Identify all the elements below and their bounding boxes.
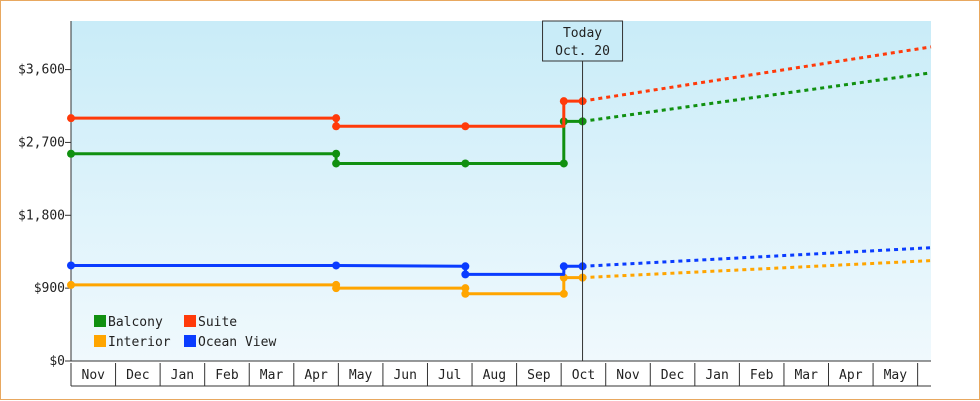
month-label: Dec — [126, 368, 149, 383]
plot-area — [71, 21, 931, 361]
month-label: Mar — [260, 368, 284, 383]
y-axis: $0 $900 $1,800 $2,700 $3,600 — [18, 21, 72, 369]
month-label: Jan — [171, 368, 194, 383]
data-point-balcony — [67, 149, 75, 158]
legend-swatch-interior — [94, 335, 106, 347]
data-point-interior — [559, 289, 568, 298]
y-tick-label: $1,800 — [18, 208, 65, 223]
data-point-balcony — [332, 149, 341, 158]
y-tick-label: $2,700 — [18, 135, 65, 150]
legend-label-ocean-view: Ocean View — [198, 335, 276, 350]
series-interior — [67, 259, 932, 298]
today-box — [542, 20, 624, 62]
data-point-ocean-view — [461, 262, 470, 271]
data-point-suite — [67, 114, 75, 123]
legend-label-balcony: Balcony — [108, 315, 163, 330]
legend-swatch-suite — [184, 315, 196, 327]
data-point-interior — [67, 280, 75, 289]
y-tick-label: $0 — [49, 354, 65, 369]
data-point-ocean-view — [67, 261, 75, 270]
month-label: Feb — [750, 368, 774, 383]
month-label: Aug — [483, 368, 506, 383]
month-label: Jul — [438, 368, 461, 383]
month-label: Dec — [661, 368, 684, 383]
month-label: Jan — [705, 368, 728, 383]
forecast-line-interior — [582, 259, 932, 280]
data-point-suite — [332, 114, 341, 123]
data-point-ocean-view — [332, 261, 341, 270]
month-label: Oct — [572, 368, 595, 383]
forecast-line-balcony — [582, 71, 932, 123]
month-label: Apr — [839, 368, 863, 383]
month-label: Nov — [616, 368, 640, 383]
series-ocean-view — [67, 246, 932, 279]
data-point-suite — [332, 122, 341, 131]
y-tick-label: $900 — [34, 281, 65, 296]
month-label: May — [349, 368, 373, 383]
today-date: Oct. 20 — [555, 44, 610, 59]
data-point-ocean-view — [461, 270, 470, 279]
month-label: Nov — [82, 368, 106, 383]
data-point-balcony — [559, 159, 568, 168]
legend-label-suite: Suite — [198, 315, 237, 330]
month-label: Apr — [304, 368, 328, 383]
legend-label-interior: Interior — [108, 335, 171, 350]
today-label: Today — [563, 26, 602, 41]
data-point-balcony — [461, 159, 470, 168]
legend-swatch-balcony — [94, 315, 106, 327]
x-axis: Nov Dec Jan Feb Mar Apr May Jun Jul Aug Sep Oct Nov D… — [70, 360, 931, 387]
month-label: Jun — [393, 368, 416, 383]
data-point-interior — [461, 289, 470, 298]
month-label: Mar — [794, 368, 818, 383]
forecast-line-suite — [582, 45, 932, 103]
today-marker: Today Oct. 20 — [542, 20, 624, 361]
data-point-suite — [559, 97, 568, 106]
series-suite — [67, 45, 932, 131]
month-label: Sep — [527, 368, 551, 383]
y-tick-label: $3,600 — [18, 63, 65, 78]
series-layer — [67, 45, 932, 298]
month-label: May — [884, 368, 908, 383]
legend: Balcony Suite Interior Ocean View — [94, 315, 276, 350]
data-point-interior — [461, 284, 470, 293]
data-point-interior — [332, 284, 341, 293]
month-label: Feb — [215, 368, 239, 383]
data-point-ocean-view — [559, 262, 568, 271]
legend-swatch-ocean-view — [184, 335, 196, 347]
data-point-balcony — [332, 159, 341, 168]
forecast-line-ocean-view — [582, 246, 932, 268]
data-point-suite — [461, 122, 470, 131]
